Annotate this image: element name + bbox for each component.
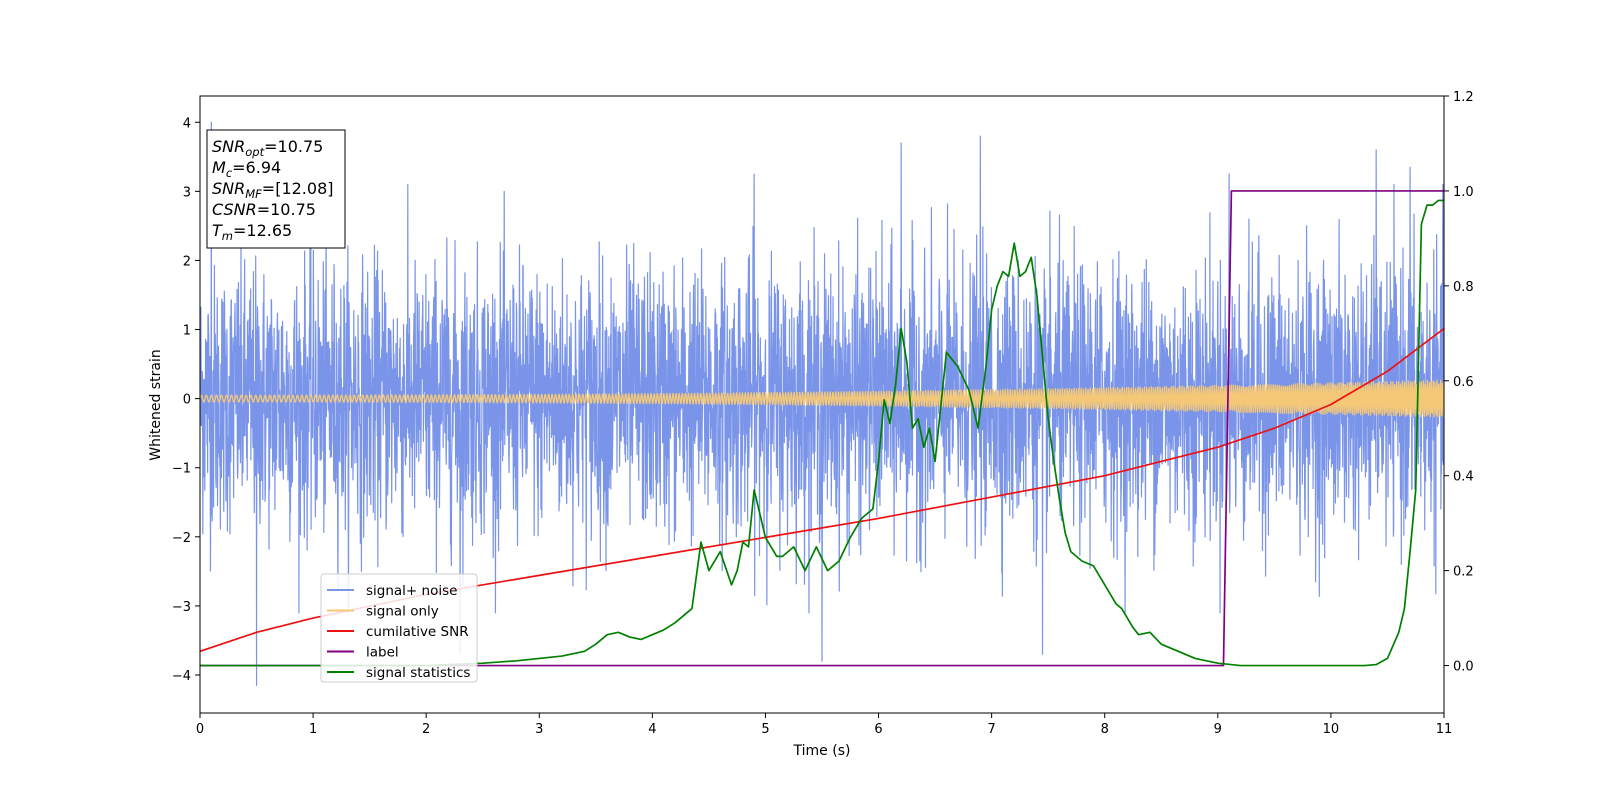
stats-line: CSNR=10.75 [212,200,316,219]
plot-frame [199,95,1445,714]
right-y-tick-label: 0.2 [1453,565,1474,580]
x-tick-label: 2 [422,722,430,737]
x-axis: 0 1 2 3 4 5 6 7 8 9 10 11 [196,713,1452,737]
stats-line-value: =10.75 [264,137,323,156]
stats-line-symbol: SNR [212,137,245,156]
left-y-tick-label: 4 [183,116,191,131]
series-signal-noise-line [200,121,1444,686]
stats-line-symbol: CSNR [212,200,257,219]
stats-line-symbol: SNR [212,179,245,198]
legend-entry-cumulative-snr: cumilative SNR [366,624,469,640]
x-tick-label: 4 [648,722,656,737]
stats-line-subscript: c [226,166,233,180]
stats-line-value: =12.65 [233,221,292,240]
series-signal-statistics-line [200,199,1444,667]
stats-line-value: =6.94 [232,158,281,177]
series-signal-only-line [200,379,1444,418]
left-y-tick-label: 0 [183,393,191,408]
left-y-tick-label: −1 [172,462,191,477]
legend-frame [320,573,478,683]
y-axis-label: Whitened strain [148,349,164,460]
x-tick-label: 7 [987,722,995,737]
x-tick-label: 1 [309,722,317,737]
series-label-line [200,190,1444,667]
left-y-tick-label: 2 [183,254,191,269]
x-tick-label: 8 [1101,722,1109,737]
right-y-axis: 0.0 0.2 0.4 0.6 0.8 1.0 1.2 [1444,90,1474,675]
x-tick-label: 5 [761,722,769,737]
stats-line-subscript: opt [245,145,264,159]
legend: signal+ noise signal only cumilative SNR la… [320,573,478,683]
stats-line-subscript: MF [245,187,262,201]
stats-line: SNRopt=10.75 [212,137,323,159]
stats-line-subscript: m [222,229,233,243]
x-tick-label: 0 [196,722,204,737]
stats-line-value: =[12.08] [262,179,334,198]
right-y-tick-label: 0.8 [1453,280,1474,295]
stats-annotation-box: SNRopt=10.75Mc=6.94SNRMF=[12.08]CSNR=10.… [206,129,346,249]
left-y-axis: −4 −3 −2 −1 0 1 2 3 4 [172,116,200,684]
left-y-tick-label: −3 [172,600,191,615]
x-tick-label: 11 [1436,722,1453,737]
legend-entry-signal-statistics: signal statistics [366,665,470,681]
x-tick-label: 10 [1323,722,1340,737]
x-tick-label: 3 [535,722,543,737]
x-tick-label: 6 [874,722,882,737]
left-y-tick-label: 3 [183,185,191,200]
stats-line: Mc=6.94 [212,158,281,180]
left-y-tick-label: −4 [172,669,191,684]
stats-line-symbol: M [212,158,226,177]
right-y-tick-label: 1.0 [1453,185,1474,200]
right-y-tick-label: 0.6 [1453,375,1474,390]
right-y-tick-label: 0.0 [1453,660,1474,675]
legend-entry-signal-only: signal only [366,604,439,620]
x-axis-label: Time (s) [793,743,851,759]
stats-line: SNRMF=[12.08] [212,179,334,201]
left-y-tick-label: 1 [183,324,191,339]
stats-line-value: =10.75 [257,200,316,219]
right-y-tick-label: 1.2 [1453,90,1474,105]
right-y-tick-label: 0.4 [1453,470,1474,485]
stats-line: Tm=12.65 [212,221,292,243]
left-y-tick-label: −2 [172,531,191,546]
stats-box-frame [206,129,346,249]
stats-line-symbol: T [212,221,223,240]
legend-entry-signal-noise: signal+ noise [366,583,457,599]
legend-entry-label: label [366,645,399,661]
x-tick-label: 9 [1214,722,1222,737]
